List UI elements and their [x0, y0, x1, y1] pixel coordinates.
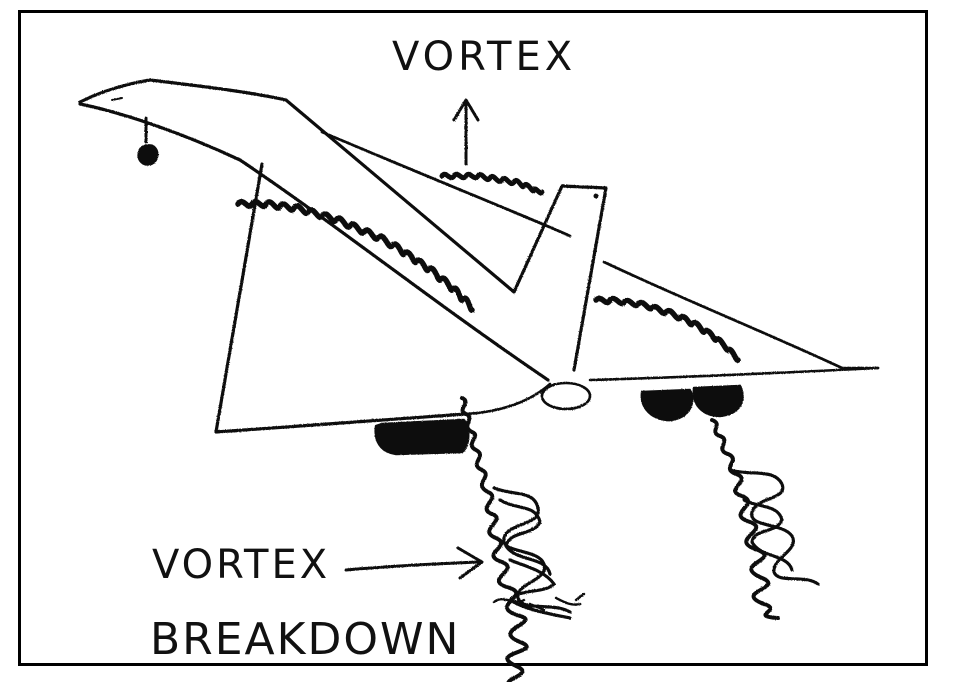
fuselage-underside — [78, 102, 550, 382]
far-wing-leading-edge — [320, 130, 844, 370]
far-engine-nacelle-2 — [692, 384, 744, 418]
arrow-up-icon — [452, 98, 480, 166]
vortex-bottom-label: VORTEX — [152, 542, 330, 588]
breakdown-label: BREAKDOWN — [150, 614, 460, 665]
far-vortex-scribble — [728, 468, 820, 586]
far-wing-trailing-edge — [588, 366, 880, 382]
arrow-right-icon — [344, 546, 484, 580]
upper-vortex-squiggle — [439, 171, 545, 196]
fuselage-outline — [78, 78, 516, 294]
far-vortex-breakdown — [710, 418, 780, 620]
near-engine-nacelle — [374, 418, 470, 456]
tail-fin — [512, 184, 608, 372]
near-vortex-squiggle — [235, 199, 475, 313]
far-engine-nacelle-1 — [640, 388, 694, 422]
nose-gear — [137, 116, 159, 166]
near-vortex-tail-marks — [492, 592, 586, 612]
near-wing-trailing — [464, 382, 552, 416]
vortex-top-label: VORTEX — [392, 34, 576, 80]
tail-dot — [593, 193, 599, 199]
near-wing-outline — [214, 162, 468, 434]
tail-cone — [540, 381, 592, 411]
nose-eye — [111, 97, 123, 101]
far-vortex-squiggle — [593, 295, 741, 363]
near-vortex-breakdown — [460, 396, 529, 682]
